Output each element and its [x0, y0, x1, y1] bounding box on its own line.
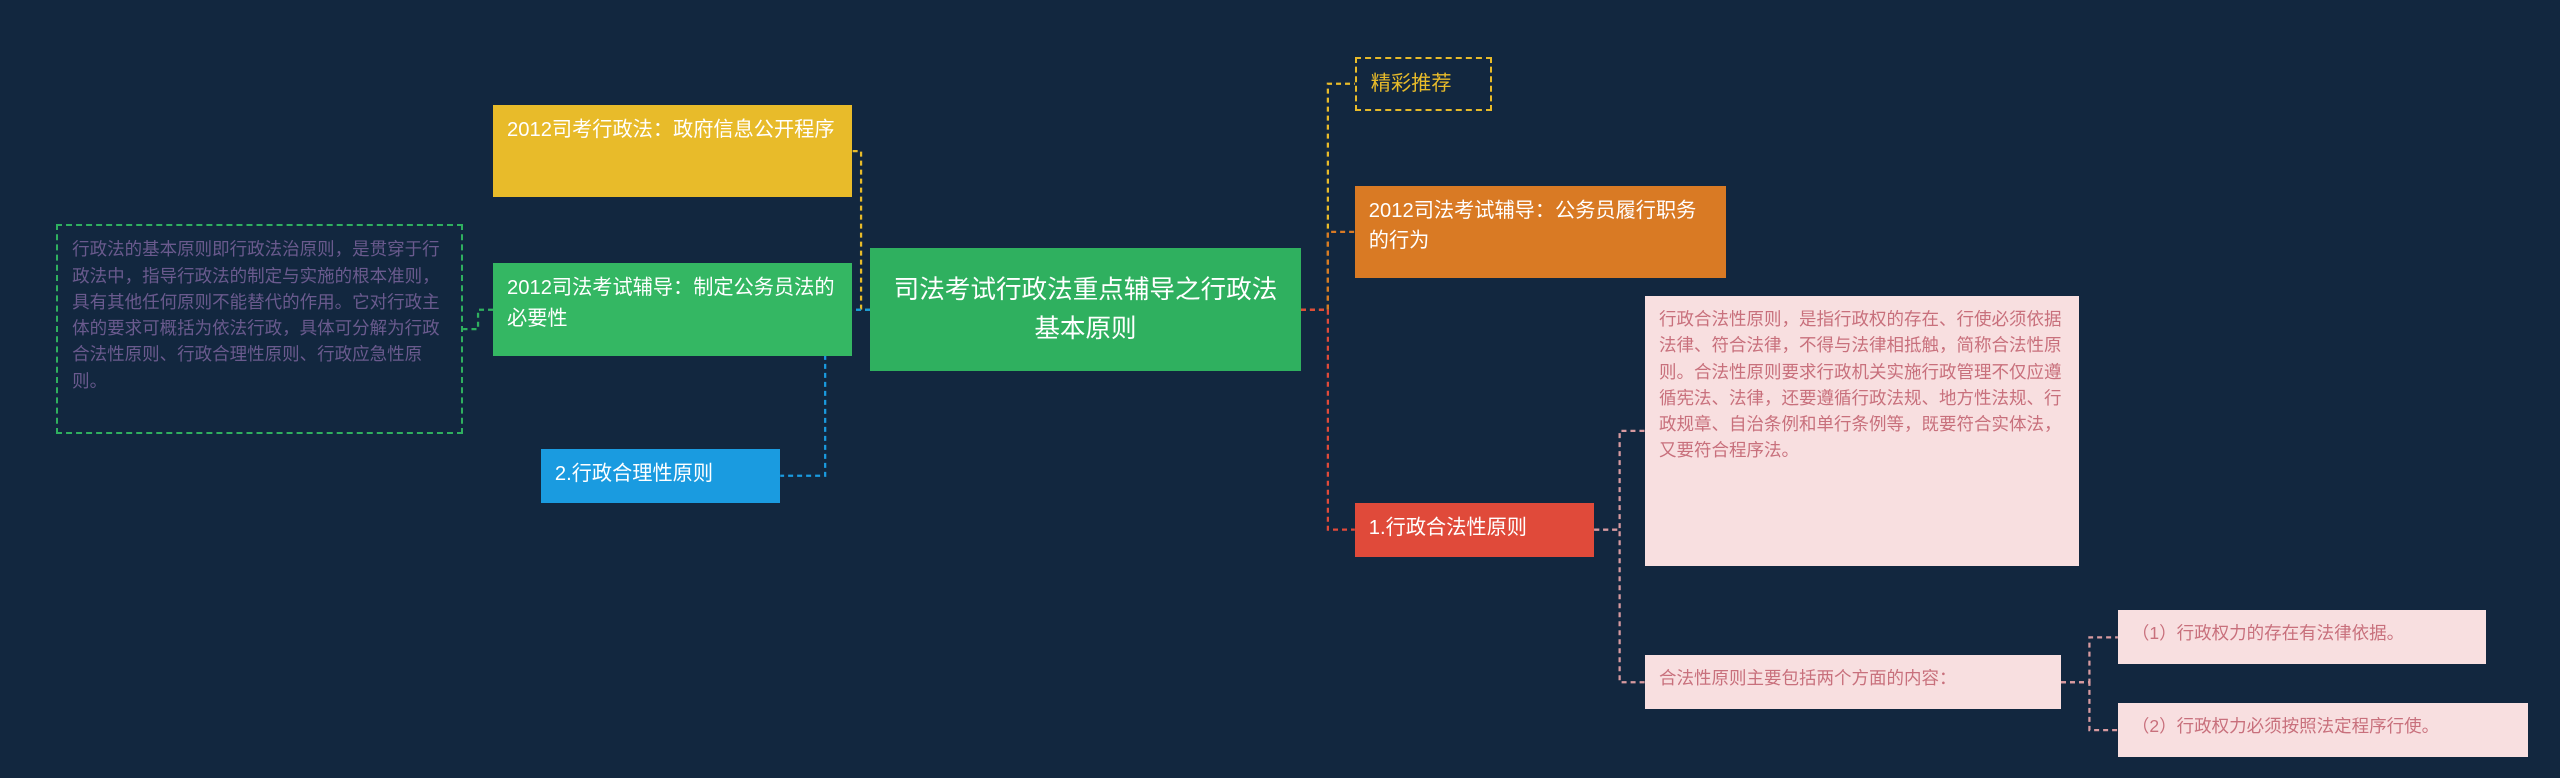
node-l1: 2012司考行政法：政府信息公开程序 — [493, 105, 852, 198]
node-r3b: 合法性原则主要包括两个方面的内容： — [1645, 655, 2061, 709]
edge — [463, 310, 493, 329]
edge — [1594, 530, 1645, 683]
center-node: 司法考试行政法重点辅导之行政法基本原则 — [870, 248, 1301, 371]
node-r3b1: （1）行政权力的存在有法律依据。 — [2118, 610, 2486, 664]
edge — [2061, 682, 2118, 730]
edge — [1594, 431, 1645, 530]
node-r3a: 行政合法性原则，是指行政权的存在、行使必须依据法律、符合法律，不得与法律相抵触，… — [1645, 296, 2079, 565]
node-r2: 2012司法考试辅导：公务员履行职务的行为 — [1355, 186, 1726, 279]
edge — [2061, 637, 2118, 682]
node-l2: 2012司法考试辅导：制定公务员法的必要性 — [493, 263, 852, 356]
node-r3b2: （2）行政权力必须按照法定程序行使。 — [2118, 703, 2528, 757]
node-l2-leaf: 行政法的基本原则即行政法治原则，是贯穿于行政法中，指导行政法的制定与实施的根本准… — [56, 224, 463, 433]
node-r3: 1.行政合法性原则 — [1355, 503, 1594, 557]
edge — [1301, 310, 1355, 530]
edge — [1301, 84, 1355, 310]
node-l3: 2.行政合理性原则 — [541, 449, 780, 503]
edge — [852, 151, 870, 310]
node-r1: 精彩推荐 — [1355, 57, 1493, 111]
edge — [1301, 232, 1355, 310]
